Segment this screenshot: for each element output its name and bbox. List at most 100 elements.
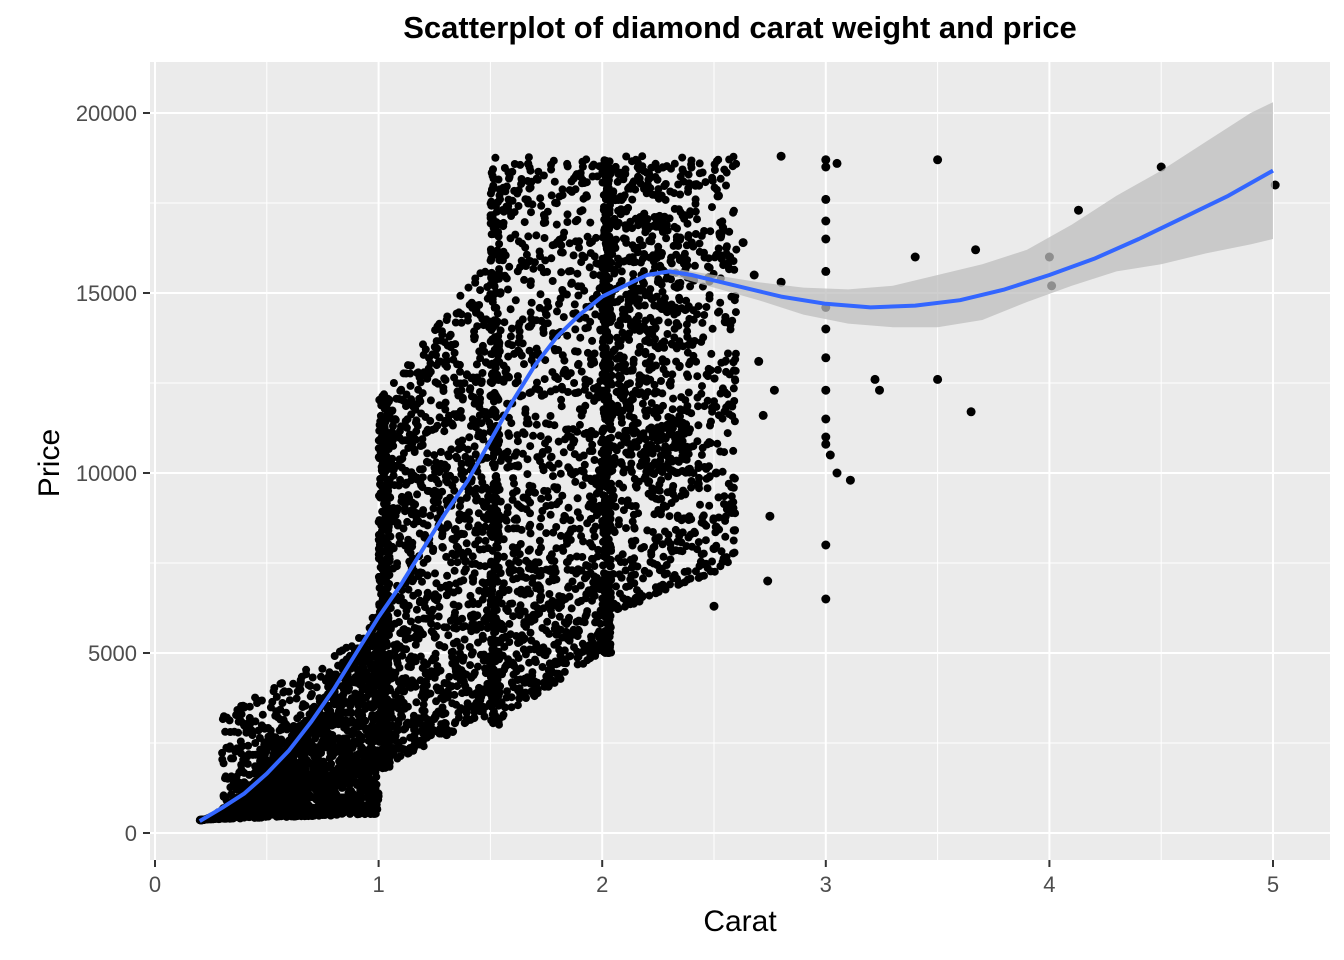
scatter-point — [718, 557, 727, 566]
scatter-point — [504, 195, 513, 204]
scatter-point — [471, 278, 480, 287]
scatter-point — [710, 397, 718, 406]
scatter-point — [591, 618, 600, 627]
scatter-point — [389, 422, 397, 430]
scatter-point — [714, 308, 722, 317]
scatter-point — [681, 305, 690, 314]
scatter-point — [678, 153, 687, 162]
scatter-point — [563, 210, 572, 219]
scatter-point — [459, 553, 468, 562]
scatter-point — [705, 263, 714, 272]
scatter-point — [398, 651, 407, 660]
scatter-point — [535, 536, 544, 545]
scatter-point — [703, 484, 712, 493]
scatter-point — [487, 230, 496, 239]
scatter-point — [458, 393, 467, 402]
scatter-point — [580, 253, 589, 262]
scatter-point — [433, 662, 442, 670]
scatter-point — [501, 368, 510, 376]
scatter-point — [468, 690, 477, 699]
scatter-point — [418, 389, 427, 398]
scatter-point — [676, 546, 685, 555]
scatter-point — [456, 676, 465, 684]
scatter-point — [393, 754, 402, 763]
scatter-point — [461, 514, 469, 523]
scatter-point — [491, 573, 500, 582]
scatter-point — [558, 491, 567, 500]
scatter-point — [718, 414, 727, 423]
scatter-point — [462, 670, 471, 679]
scatter-point — [475, 705, 484, 714]
scatter-point — [510, 479, 518, 488]
scatter-point — [401, 507, 409, 516]
scatter-point — [653, 485, 662, 494]
scatter-point — [472, 484, 481, 493]
scatter-point — [393, 609, 402, 618]
scatter-point — [496, 326, 505, 335]
scatter-point — [442, 496, 451, 505]
scatter-point — [448, 535, 457, 543]
scatter-point — [550, 483, 559, 492]
scatter-point — [418, 577, 426, 586]
scatter-point — [456, 379, 465, 388]
scatter-point — [569, 251, 578, 260]
scatter-point — [729, 536, 738, 545]
scatter-point — [380, 710, 389, 719]
scatter-point — [664, 318, 673, 327]
scatter-point — [383, 521, 392, 530]
scatter-point — [426, 367, 435, 376]
scatter-point — [384, 651, 393, 660]
scatter-point — [630, 523, 639, 532]
scatter-point — [515, 319, 524, 328]
scatter-point — [452, 624, 461, 633]
scatter-point — [470, 442, 479, 451]
scatter-point — [589, 384, 598, 393]
scatter-point — [340, 723, 349, 732]
scatter-point — [578, 158, 587, 167]
scatter-point — [432, 596, 441, 605]
scatter-point — [629, 510, 638, 519]
scatter-point — [440, 338, 449, 347]
scatter-point — [440, 419, 449, 428]
scatter-point — [631, 570, 639, 579]
scatter-point — [545, 577, 554, 586]
scatter-point — [462, 493, 471, 502]
scatter-point — [510, 160, 519, 168]
scatter-point — [693, 215, 701, 224]
scatter-point — [581, 324, 590, 333]
scatter-point — [530, 615, 539, 624]
scatter-point — [402, 390, 411, 399]
scatter-point — [614, 516, 623, 525]
scatter-point — [486, 600, 495, 609]
scatter-point — [691, 567, 700, 576]
scatter-point — [450, 486, 459, 495]
scatter-point — [435, 602, 444, 611]
scatter-point — [466, 384, 475, 393]
scatter-point — [709, 516, 718, 524]
scatter-point — [455, 510, 464, 518]
scatter-point — [579, 194, 588, 203]
scatter-point — [635, 236, 644, 244]
scatter-point — [525, 545, 534, 554]
scatter-point — [499, 710, 508, 719]
scatter-point — [421, 732, 430, 741]
scatter-point — [526, 308, 535, 317]
scatter-point — [433, 379, 442, 388]
scatter-point — [475, 428, 484, 437]
scatter-point — [419, 510, 427, 518]
scatter-point — [443, 362, 451, 371]
scatter-point — [430, 486, 439, 495]
scatter-point — [448, 549, 457, 558]
scatter-point — [378, 578, 387, 587]
scatter-point — [576, 207, 585, 216]
scatter-point — [547, 550, 556, 559]
scatter-point — [575, 243, 583, 252]
scatter-point — [580, 642, 589, 651]
scatter-point — [521, 262, 530, 270]
scatter-point — [451, 318, 460, 327]
scatter-point — [440, 374, 449, 383]
scatter-point — [574, 598, 583, 607]
scatter-point — [487, 168, 496, 177]
scatter-point — [406, 549, 415, 557]
scatter-point — [541, 256, 550, 265]
